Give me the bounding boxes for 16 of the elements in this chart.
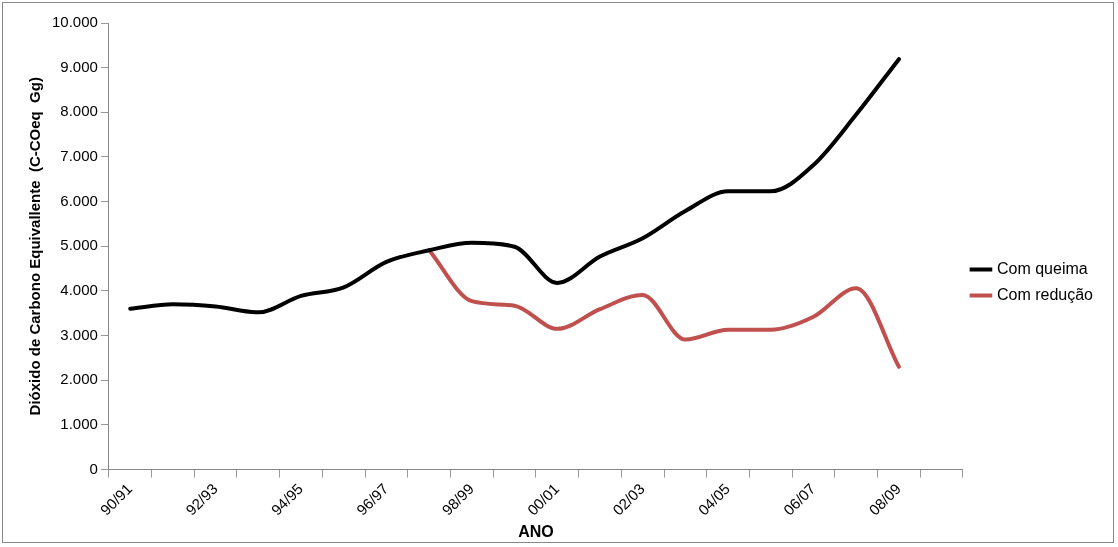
y-tick-label: 9.000 (60, 57, 98, 75)
legend-label: Com queima (996, 259, 1088, 277)
y-tick-label: 6.000 (60, 191, 98, 209)
y-tick-label: 1.000 (60, 415, 98, 433)
legend-label: Com redução (996, 285, 1094, 303)
y-tick-label: 8.000 (60, 102, 98, 120)
y-tick-label: 0 (89, 459, 98, 477)
line-series (128, 57, 901, 315)
y-axis-title: Dióxido de Carbono Equivallente (C-COeq Gg) (26, 77, 44, 416)
y-tick-label: 10.000 (51, 13, 98, 31)
y-tick-label: 5.000 (60, 236, 98, 254)
y-tick-label: 2.000 (60, 370, 98, 388)
y-tick-label: 3.000 (60, 325, 98, 343)
x-axis-title: ANO (518, 522, 554, 540)
y-tick-label: 4.000 (60, 281, 98, 299)
y-tick-label: 7.000 (60, 147, 98, 165)
